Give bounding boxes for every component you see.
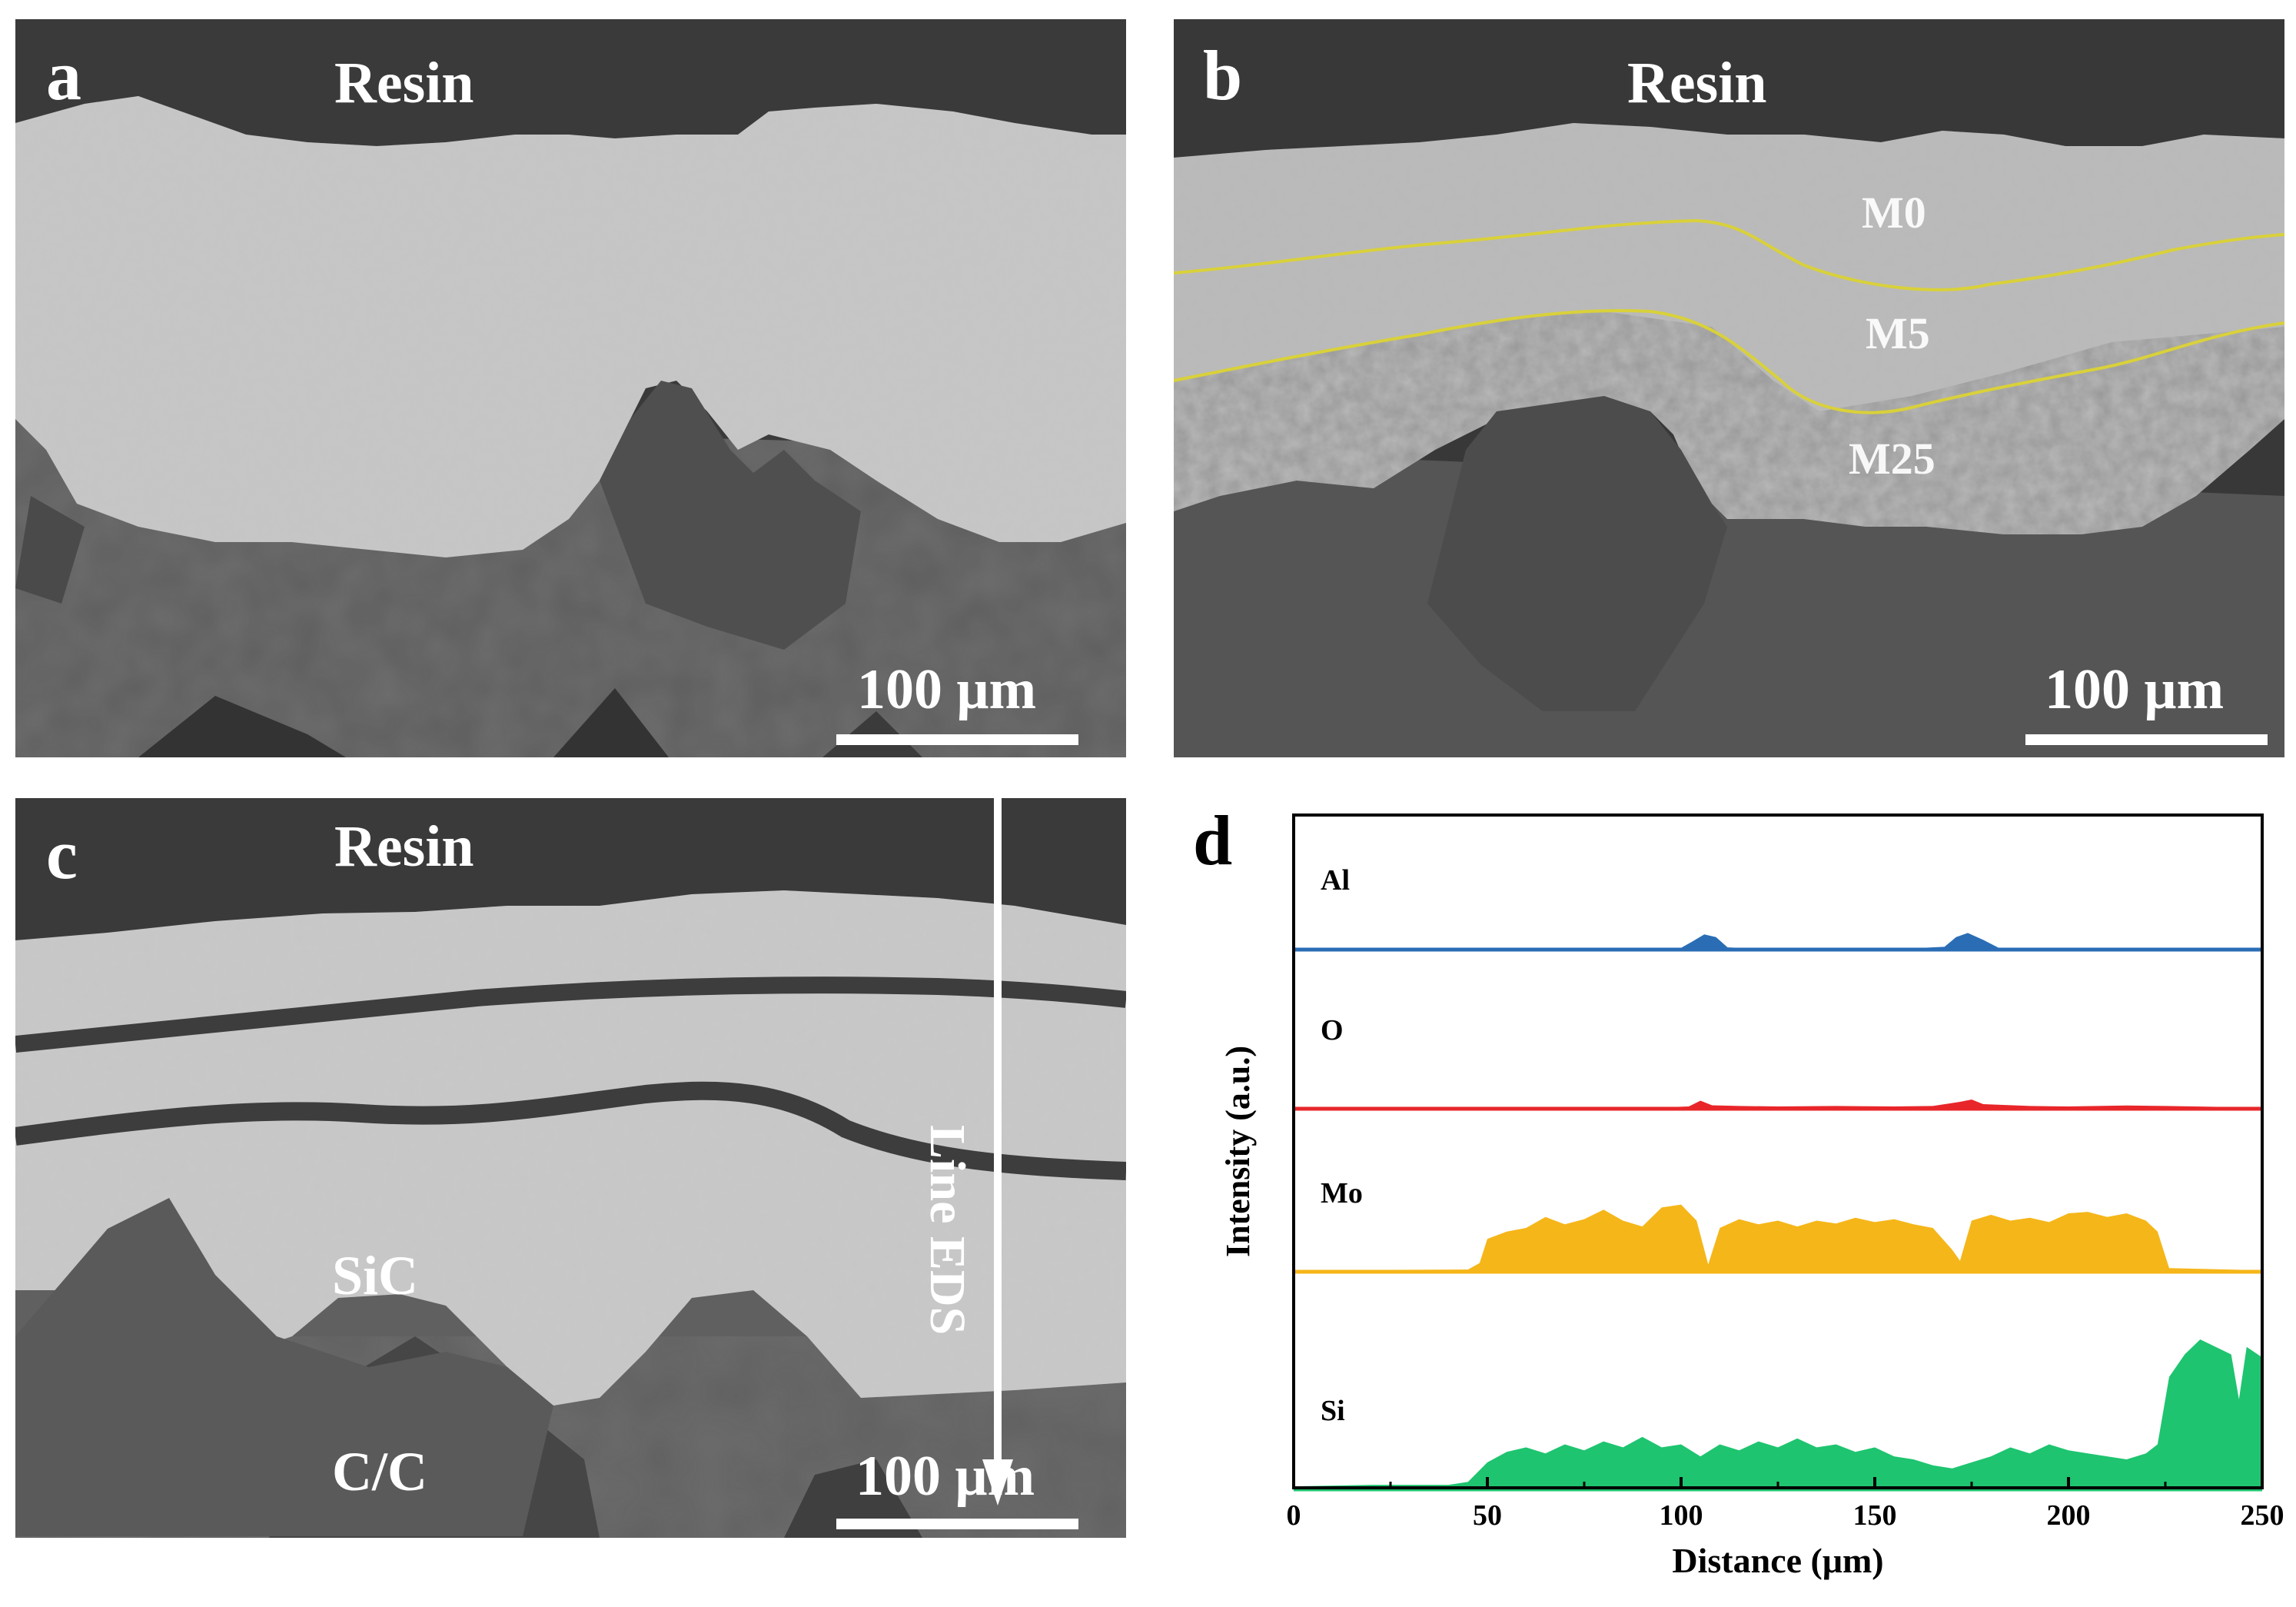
panel-letter-b: b — [1203, 36, 1243, 115]
x-tick-label-100: 100 — [1660, 1499, 1703, 1532]
panel-letter-c: c — [46, 815, 78, 893]
sem-panel-b: b Resin M0 M5 M25 100 μm — [1174, 19, 2284, 757]
series-label-si: Si — [1321, 1395, 1345, 1427]
scale-bar-b — [2025, 734, 2268, 745]
x-tick-label-200: 200 — [2047, 1499, 2091, 1532]
series-label-mo: Mo — [1321, 1177, 1363, 1209]
cc-label: C/C — [332, 1441, 427, 1502]
series-al-area — [1294, 933, 2262, 950]
plot-frame — [1292, 813, 2264, 1489]
panel-letter-a: a — [46, 36, 81, 115]
x-tick-label-50: 50 — [1473, 1499, 1502, 1532]
series-layer: Al O Mo Si — [1294, 864, 2262, 1492]
layer-label-m0: M0 — [1862, 188, 1926, 238]
sem-panel-a: a Resin 100 μm — [15, 19, 1126, 757]
sem-image-a — [15, 19, 1126, 757]
x-axis-label: Distance (μm) — [1672, 1541, 1883, 1580]
layer-label-m25: M25 — [1849, 434, 1935, 484]
scale-label-a: 100 μm — [857, 658, 1037, 721]
sem-image-c — [15, 798, 1126, 1538]
scale-bar-a — [836, 734, 1078, 745]
scale-bar-c — [836, 1519, 1078, 1529]
eds-linescan-chart: Al O Mo Si 0 50 100 150 200 250 Distance (μm) In… — [1219, 813, 2284, 1580]
scale-label-c: 100 μm — [856, 1445, 1035, 1508]
eds-linescan-panel-d: d Al O Mo Si 0 50 100 150 200 250 Distance (μm) … — [1176, 784, 2296, 1603]
x-tick-label-150: 150 — [1853, 1499, 1897, 1532]
resin-label-c: Resin — [334, 814, 474, 879]
series-o-area — [1294, 1100, 2262, 1109]
resin-label-a: Resin — [334, 51, 474, 115]
series-label-al: Al — [1321, 864, 1350, 897]
scale-label-b: 100 μm — [2045, 658, 2225, 721]
sic-label: SiC — [332, 1245, 419, 1306]
eds-line-arrow — [982, 798, 1013, 1506]
sem-image-b — [1174, 19, 2284, 757]
boundary-m5-m25 — [1174, 309, 2284, 414]
series-mo-area — [1294, 1204, 2262, 1272]
x-tick-label-0: 0 — [1287, 1499, 1301, 1532]
series-si-area — [1294, 1339, 2262, 1489]
layer-label-m5: M5 — [1866, 308, 1930, 358]
boundary-m0-m5 — [1174, 218, 2284, 291]
series-label-o: O — [1321, 1014, 1344, 1046]
x-axis: 0 50 100 150 200 250 — [1287, 1477, 2284, 1532]
sem-panel-c: c Resin SiC C/C Line EDS 100 μm — [15, 798, 1126, 1538]
resin-label-b: Resin — [1627, 51, 1767, 115]
y-axis-label: Intensity (a.u.) — [1219, 1046, 1257, 1257]
panel-letter-d: d — [1193, 801, 1233, 880]
x-tick-label-250: 250 — [2241, 1499, 2284, 1532]
line-eds-label: Line EDS — [919, 1125, 975, 1336]
